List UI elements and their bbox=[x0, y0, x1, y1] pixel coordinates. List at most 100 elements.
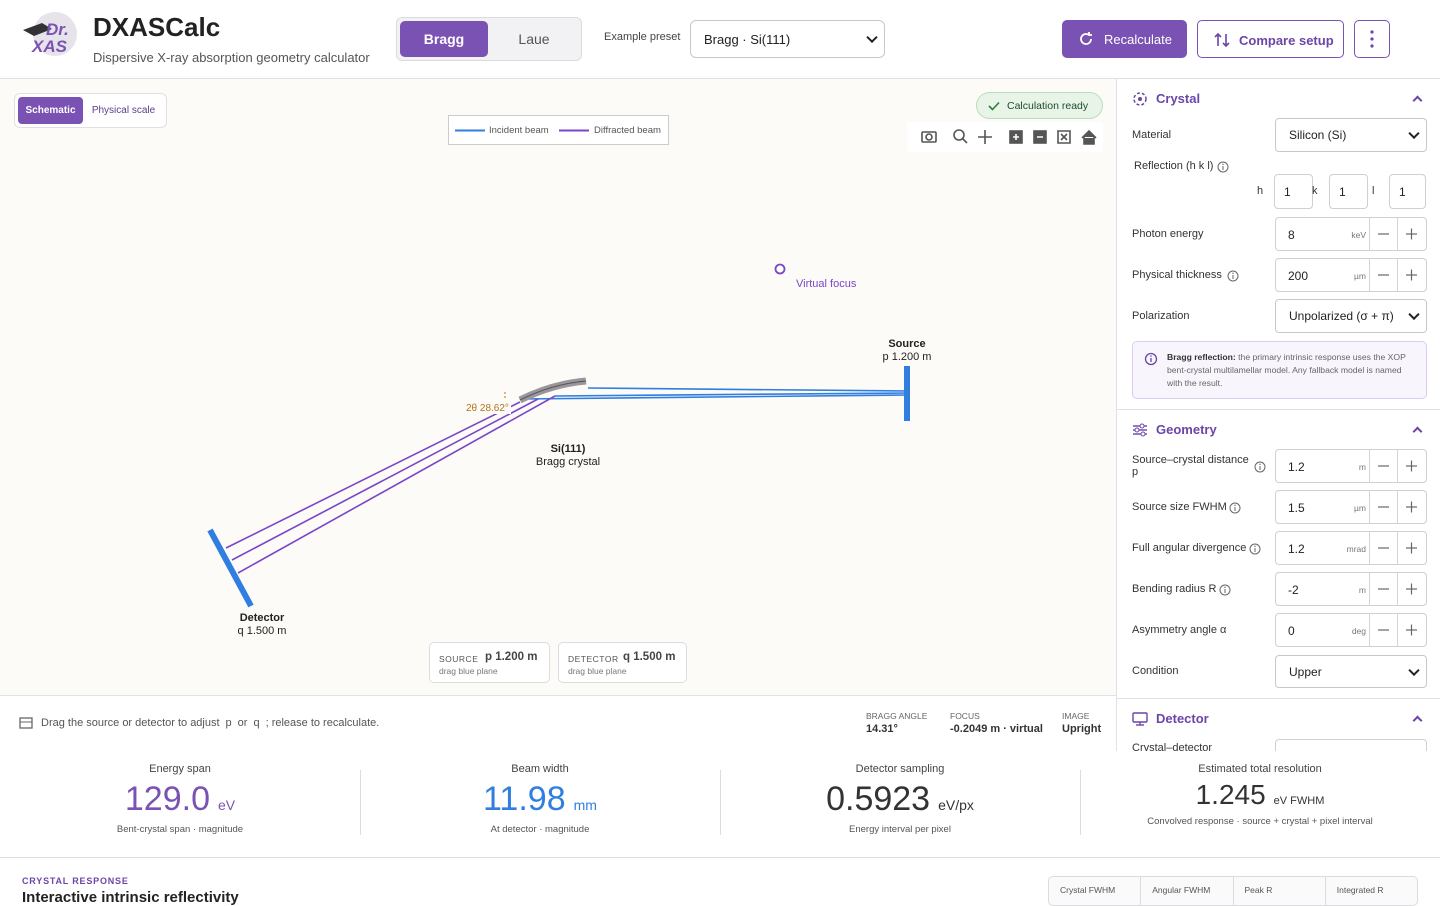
hint-part: p bbox=[225, 717, 232, 729]
input-unit: µm bbox=[1354, 271, 1366, 281]
info-icon bbox=[1254, 461, 1266, 473]
note-title: Bragg reflection: bbox=[1167, 352, 1236, 362]
field-label: Photon energy bbox=[1132, 228, 1204, 240]
note-text: Bragg reflection: the primary intrinsic … bbox=[1167, 351, 1419, 390]
hint-part: Drag the source or detector to adjust bbox=[41, 717, 220, 729]
input-value: 1.5 bbox=[1288, 501, 1305, 515]
input-unit: m bbox=[1358, 585, 1366, 595]
number-input[interactable]: 8 keV bbox=[1275, 217, 1427, 251]
compare-button[interactable]: Compare setup bbox=[1197, 20, 1344, 58]
number-input[interactable]: 1.2 mrad bbox=[1275, 531, 1427, 565]
icon bbox=[1133, 92, 1147, 106]
eyebrow: CRYSTAL RESPONSE bbox=[22, 876, 129, 886]
stepper bbox=[1369, 532, 1426, 569]
hint-part: or bbox=[237, 717, 248, 729]
chip-label: SOURCE bbox=[439, 654, 479, 664]
stat-label: FOCUS bbox=[950, 711, 980, 721]
collapse-icon[interactable] bbox=[1412, 95, 1423, 106]
hkl-label: h bbox=[1257, 185, 1264, 197]
diffracted-beam bbox=[225, 395, 556, 574]
divider bbox=[720, 770, 721, 835]
stepper bbox=[1369, 614, 1417, 646]
polarization-select[interactable]: Unpolarized (σ + π) bbox=[1275, 299, 1427, 333]
collapse-icon[interactable] bbox=[1412, 426, 1423, 437]
metric-unit: eV bbox=[217, 797, 236, 813]
chip-hint: drag blue plane bbox=[439, 666, 498, 676]
info-icon bbox=[1227, 269, 1239, 287]
diagram-label: Virtual focus bbox=[796, 278, 857, 290]
input-unit: m bbox=[1358, 462, 1366, 472]
stepper bbox=[1369, 218, 1426, 255]
metric-value: 11.98 bbox=[483, 780, 566, 818]
number-input[interactable]: 200 µm bbox=[1275, 258, 1427, 292]
diagram-label: q 1.500 m bbox=[237, 625, 287, 637]
field-label: Condition bbox=[1132, 665, 1179, 677]
view-button[interactable]: Schematic bbox=[18, 97, 83, 124]
info-icon bbox=[1249, 543, 1261, 555]
icon bbox=[988, 101, 1000, 111]
icon bbox=[19, 717, 33, 729]
number-input[interactable]: -2 m bbox=[1275, 572, 1427, 606]
metric-row: 0.5923 eV/px bbox=[730, 780, 1070, 819]
input-value: 0 bbox=[1288, 624, 1295, 638]
hkl-label: k bbox=[1312, 185, 1318, 197]
hkl-label: l bbox=[1372, 185, 1375, 197]
incident-beam bbox=[521, 387, 908, 400]
preset-select[interactable]: Bragg · Si(111) bbox=[690, 20, 885, 58]
hkl-input[interactable]: 1 bbox=[1389, 174, 1426, 209]
stepper bbox=[1369, 218, 1417, 250]
info-icon bbox=[1254, 460, 1266, 478]
number-input[interactable]: 1.5 µm bbox=[1275, 490, 1427, 524]
legend: Incident beam Diffracted beam bbox=[448, 115, 669, 145]
input-value: 1 bbox=[1399, 185, 1406, 199]
diagram-label: Detector bbox=[239, 612, 285, 624]
field-label: Reflection (h k l) bbox=[1134, 160, 1214, 172]
stepper bbox=[1369, 573, 1426, 610]
info-icon bbox=[1219, 584, 1231, 596]
collapse-icon[interactable] bbox=[1412, 715, 1423, 726]
input-value: 1.2 bbox=[1288, 542, 1305, 556]
number-input[interactable] bbox=[1275, 739, 1427, 751]
number-input[interactable]: 0 deg bbox=[1275, 613, 1427, 647]
input-unit: deg bbox=[1351, 626, 1366, 636]
legend-label: Diffracted beam bbox=[594, 125, 661, 136]
input-value: 8 bbox=[1288, 228, 1295, 242]
metric-label: Detector sampling bbox=[855, 763, 945, 775]
mode-button[interactable]: Laue bbox=[518, 31, 550, 47]
chip-value: p 1.200 m bbox=[485, 651, 538, 663]
divider bbox=[1080, 770, 1081, 835]
info-icon bbox=[1229, 502, 1241, 514]
toolbar[interactable] bbox=[907, 122, 1103, 152]
recalculate-button[interactable]: Recalculate bbox=[1062, 20, 1187, 58]
condition-select[interactable]: Upper bbox=[1275, 655, 1427, 688]
info-icon bbox=[1227, 270, 1239, 282]
stepper bbox=[1369, 491, 1417, 523]
legend-swatch bbox=[559, 129, 589, 132]
virtual-focus bbox=[774, 263, 786, 275]
metric-caption: Convolved response · source + crystal + … bbox=[1147, 816, 1373, 827]
mode-button[interactable]: Bragg bbox=[400, 21, 488, 57]
metric-caption: Energy interval per pixel bbox=[849, 824, 951, 835]
stepper bbox=[1369, 450, 1417, 482]
material-select[interactable]: Silicon (Si) bbox=[1275, 118, 1427, 152]
hint-part: ; release to recalculate. bbox=[265, 717, 380, 729]
source-chip[interactable]: SOURCE p 1.200 m drag blue plane bbox=[429, 642, 550, 683]
hkl-input[interactable]: 1 bbox=[1274, 174, 1313, 209]
number-input[interactable]: 1.2 m bbox=[1275, 449, 1427, 483]
field-label: Bending radius R bbox=[1132, 583, 1217, 595]
view-button[interactable]: Physical scale bbox=[91, 105, 156, 116]
preset-label: Example preset bbox=[604, 31, 681, 43]
divider bbox=[1117, 698, 1440, 699]
detector-plane[interactable] bbox=[207, 528, 254, 608]
hkl-input[interactable]: 1 bbox=[1329, 174, 1368, 209]
metric-row: 129.0 eV bbox=[10, 780, 350, 819]
field-label: Material bbox=[1132, 129, 1172, 141]
stepper bbox=[1369, 614, 1426, 651]
field-label: Physical thickness bbox=[1132, 269, 1222, 281]
column-header: Angular FWHM bbox=[1141, 877, 1234, 905]
settings-panel: Crystal Material Silicon (Si) Reflection… bbox=[1116, 79, 1440, 751]
field-label: Source–crystal distance p bbox=[1132, 454, 1249, 478]
more-button[interactable] bbox=[1354, 20, 1390, 58]
detector-chip[interactable]: DETECTOR q 1.500 m drag blue plane bbox=[558, 642, 687, 683]
